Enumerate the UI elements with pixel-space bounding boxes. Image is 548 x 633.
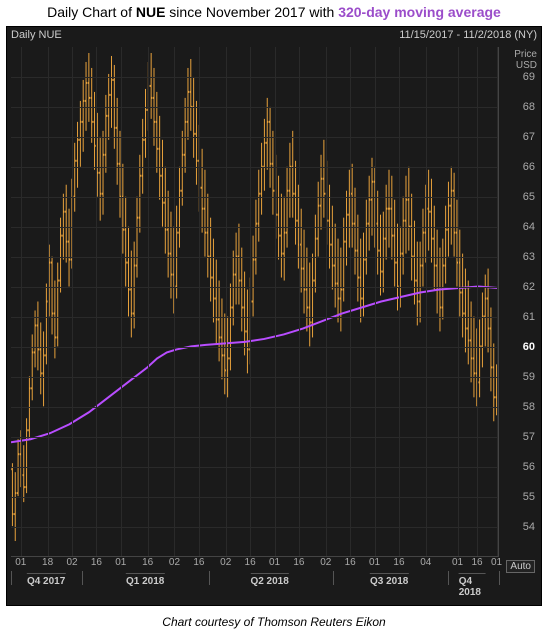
y-tick-label: 57 <box>523 431 535 443</box>
x-axis: 01 18 02 16 01 16 02 16 02 16 01 16 02 16 01 16 04 01 16 01… <box>11 557 499 601</box>
y-tick-label: 61 <box>523 311 535 323</box>
auto-scale-badge[interactable]: Auto <box>506 560 535 573</box>
x-period-label: Q3 2018 <box>370 573 408 587</box>
x-tick-label: 16 <box>393 557 404 568</box>
x-tick-label: 16 <box>193 557 204 568</box>
y-axis: 54 55 56 57 58 59 60 61 62 63 64 65 66 67 68 69 <box>499 47 537 557</box>
y-tick-label: 63 <box>523 251 535 263</box>
x-tick-label: 16 <box>345 557 356 568</box>
plot-area <box>11 47 499 557</box>
x-period-label: Q1 2018 <box>126 573 164 587</box>
y-tick-label: 58 <box>523 401 535 413</box>
title-ticker: NUE <box>136 4 166 20</box>
title-pre: Daily Chart of <box>47 4 136 20</box>
y-tick-label: 56 <box>523 461 535 473</box>
title-ma: 320-day moving average <box>338 4 501 20</box>
x-period-label: Q4 2018 <box>459 573 486 598</box>
y-tick-label: 54 <box>523 521 535 533</box>
title-mid: since November 2017 with <box>165 4 338 20</box>
x-period-label: Q2 2018 <box>250 573 288 587</box>
x-tick-label: 02 <box>66 557 77 568</box>
y-tick-label: 69 <box>523 71 535 83</box>
x-tick-label: 16 <box>293 557 304 568</box>
x-tick-label: 01 <box>452 557 463 568</box>
chart-header: Daily NUE 11/15/2017 - 11/2/2018 (NY) <box>11 29 537 41</box>
y-tick-label: 66 <box>523 161 535 173</box>
header-right: 11/15/2017 - 11/2/2018 (NY) <box>399 29 537 41</box>
x-tick-label: 16 <box>142 557 153 568</box>
x-tick-label: 16 <box>91 557 102 568</box>
x-period-label: Q4 2017 <box>27 573 65 587</box>
y-tick-label: 59 <box>523 371 535 383</box>
y-tick-label: 62 <box>523 281 535 293</box>
y-tick-label: 64 <box>523 221 535 233</box>
y-tick-label: 67 <box>523 131 535 143</box>
x-tick-label: 04 <box>420 557 431 568</box>
y-tick-label: 55 <box>523 491 535 503</box>
x-tick-label: 16 <box>245 557 256 568</box>
x-tick-label: 01 <box>491 557 502 568</box>
y-tick-label: 60 <box>523 341 535 353</box>
header-left: Daily NUE <box>11 29 62 41</box>
x-tick-label: 01 <box>115 557 126 568</box>
chart-attribution: Chart courtesy of Thomson Reuters Eikon <box>0 615 548 629</box>
x-tick-label: 16 <box>471 557 482 568</box>
x-tick-label: 02 <box>320 557 331 568</box>
y-tick-label: 68 <box>523 101 535 113</box>
x-tick-label: 01 <box>15 557 26 568</box>
chart-title: Daily Chart of NUE since November 2017 w… <box>0 0 548 22</box>
x-tick-label: 18 <box>42 557 53 568</box>
y-tick-label: 65 <box>523 191 535 203</box>
x-tick-label: 02 <box>220 557 231 568</box>
x-tick-label: 01 <box>269 557 280 568</box>
x-tick-label: 02 <box>169 557 180 568</box>
chart-frame: Daily NUE 11/15/2017 - 11/2/2018 (NY) Pr… <box>6 26 542 606</box>
x-tick-label: 01 <box>369 557 380 568</box>
